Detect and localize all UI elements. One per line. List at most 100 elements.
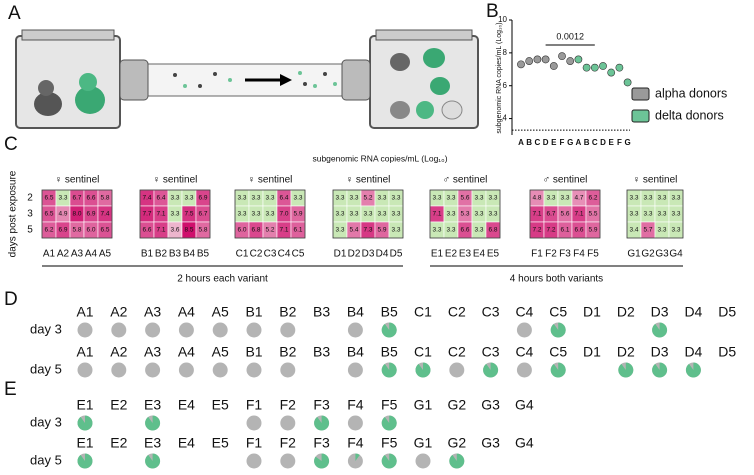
pie (381, 322, 397, 338)
pie (347, 453, 363, 469)
cell-value: 3.3 (265, 211, 274, 218)
column-label: A1 (43, 249, 56, 260)
animal-label: C3 (482, 304, 500, 320)
animal-label: B3 (313, 344, 330, 360)
animal-label: E3 (144, 435, 161, 451)
column-label: F1 (531, 249, 543, 260)
column-label: G3 (655, 249, 669, 260)
column-label: A3 (71, 249, 84, 260)
animal-label: E5 (212, 435, 229, 451)
cell-value: 6.9 (86, 211, 95, 218)
cell-value: 7.5 (184, 211, 193, 218)
pie (381, 415, 397, 431)
column-label: C5 (292, 249, 305, 260)
animal-label: E1 (76, 397, 93, 413)
group-border (529, 189, 601, 239)
pie (347, 415, 363, 431)
cell-value: 3.3 (643, 195, 652, 202)
animal-label: B3 (313, 304, 330, 320)
cell-value: 3.3 (488, 211, 497, 218)
pie (111, 362, 127, 378)
animal-label: D4 (684, 304, 702, 320)
cell-value: 5.6 (560, 211, 569, 218)
animal-label: B4 (347, 344, 364, 360)
data-point (549, 62, 558, 70)
cell-value: 6.4 (279, 195, 288, 202)
cell-value: 3.3 (363, 211, 372, 218)
animal-label: A2 (110, 344, 127, 360)
cell-value: 5.9 (377, 227, 386, 234)
animal-label: A1 (76, 304, 93, 320)
significance-label: 0.0012 (556, 31, 584, 41)
cell-value: 5.9 (588, 227, 597, 234)
pie (347, 322, 363, 338)
animal-label: B2 (279, 304, 296, 320)
data-point (607, 68, 616, 77)
cell-value: 7.1 (156, 211, 165, 218)
cell-value: 6.5 (100, 227, 109, 234)
cell-value: 5.5 (588, 211, 597, 218)
cell-value: 3.3 (446, 195, 455, 202)
cell-value: 7.4 (100, 211, 109, 218)
pie-delta (550, 322, 566, 338)
column-label: D4 (376, 249, 389, 260)
animal-label: C3 (482, 344, 500, 360)
animal-label: B5 (381, 344, 398, 360)
cell-value: 3.6 (170, 227, 179, 234)
pie (145, 362, 161, 378)
cell-value: 3.3 (335, 227, 344, 234)
row-label: 5 (27, 225, 33, 236)
x-tick-label: D (543, 138, 549, 147)
animal-label: C4 (515, 304, 533, 320)
column-label: D3 (362, 249, 375, 260)
cell-value: 3.3 (474, 211, 483, 218)
cell-value: 3.3 (184, 195, 193, 202)
column-label: C1 (236, 249, 249, 260)
cell-value: 6.0 (237, 227, 246, 234)
pie (449, 453, 465, 469)
panel-letter: E (4, 379, 17, 400)
cell-value: 3.3 (432, 195, 441, 202)
column-label: F4 (573, 249, 585, 260)
pie-delta (381, 453, 397, 469)
cell-value: 7.2 (546, 227, 555, 234)
animal-label: F2 (280, 435, 297, 451)
animal-label: A3 (144, 304, 161, 320)
x-tick-label: A (518, 138, 524, 147)
cell-value: 3.3 (293, 195, 302, 202)
x-tick-label: B (526, 138, 532, 147)
cell-value: 6.1 (293, 227, 302, 234)
animal-label: E5 (212, 397, 229, 413)
animal-label: C1 (414, 344, 432, 360)
row-label: 2 (27, 193, 33, 204)
pie (212, 362, 228, 378)
animal-label: D4 (684, 344, 702, 360)
cell-value: 7.3 (363, 227, 372, 234)
day-label: day 3 (30, 414, 62, 429)
animal-label: G2 (447, 397, 466, 413)
pie (178, 362, 194, 378)
column-label: G2 (641, 249, 655, 260)
data-point (566, 57, 575, 65)
animal-label: E4 (178, 435, 195, 451)
animal-label: A3 (144, 344, 161, 360)
cell-value: 6.6 (460, 227, 469, 234)
cell-value: 3.3 (657, 227, 666, 234)
x-tick-label: C (535, 138, 541, 147)
pie (516, 322, 532, 338)
pie (550, 362, 566, 378)
group-border (234, 189, 306, 239)
pie (77, 453, 93, 469)
column-label: A2 (57, 249, 70, 260)
cell-value: 3.3 (391, 211, 400, 218)
pie (145, 415, 161, 431)
group-border (626, 189, 684, 239)
animal-label: A4 (178, 304, 195, 320)
pie-delta (381, 322, 397, 338)
legend-label: alpha donors (655, 86, 727, 100)
column-label: B1 (141, 249, 154, 260)
day-label: day 5 (30, 452, 62, 467)
day-label: day 5 (30, 361, 62, 376)
pie (77, 322, 93, 338)
